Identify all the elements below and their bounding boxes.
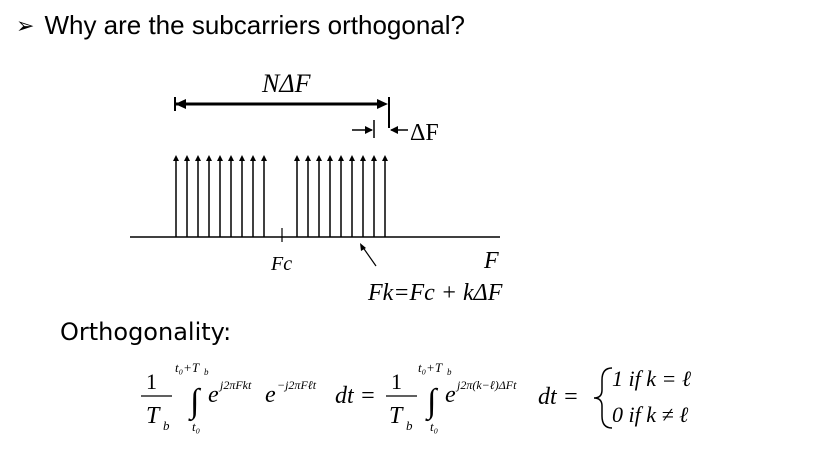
fraction2-numerator: 1: [391, 369, 402, 394]
integral2-sign: ∫: [425, 383, 439, 422]
integral2-upper-limit: t₀+T: [418, 360, 443, 375]
subcarrier-16: [360, 155, 366, 237]
dt-equals-1: dt =: [335, 383, 376, 409]
subcarrier-group-left: [173, 155, 267, 237]
integral2-lower-limit: t₀: [430, 419, 438, 434]
span-arrow-right-head: [377, 99, 388, 109]
subcarrier-13: [327, 155, 333, 237]
subcarrier-4: [206, 155, 212, 237]
orthogonality-equation: 1 T b t₀+T b ∫ t₀ e j2πFkt e −j2πFℓt dt …: [141, 360, 692, 434]
spacing-right-arrowhead: [390, 126, 398, 134]
subcarrier-5: [217, 155, 223, 237]
fk-label: Fk=Fc + kΔF: [367, 280, 503, 306]
orthogonality-label: Orthogonality:: [60, 318, 232, 346]
subcarrier-10: [294, 155, 300, 237]
integral2-upper-limit-sub: b: [447, 367, 452, 377]
integrand3-exponent: j2π(k−ℓ)ΔFt: [455, 378, 517, 392]
fraction1-denominator: T: [146, 403, 161, 429]
fraction1-subscript: b: [163, 418, 170, 433]
integral1-upper-limit: t₀+T: [175, 360, 200, 375]
axis-label: F: [483, 248, 499, 274]
subcarrier-11: [305, 155, 311, 237]
case-not-equal: 0 if k ≠ ℓ: [612, 402, 689, 427]
subcarrier-14: [338, 155, 344, 237]
slide-heading: ➢ Why are the subcarriers orthogonal?: [16, 10, 465, 41]
fraction2-subscript: b: [406, 418, 413, 433]
dt-equals-2: dt =: [538, 384, 579, 410]
spacing-label: ΔF: [410, 120, 439, 146]
fk-pointer-arrowhead: [360, 243, 366, 251]
subcarrier-8: [250, 155, 256, 237]
integrand2-e: e: [265, 382, 276, 408]
slide-title: Why are the subcarriers orthogonal?: [44, 10, 465, 40]
cases-brace: [593, 367, 613, 429]
bullet-arrow-icon: ➢: [16, 12, 35, 38]
integral1-sign: ∫: [188, 383, 202, 422]
integrand1-e: e: [208, 382, 219, 408]
integrand3-e: e: [445, 382, 456, 408]
integrand2-exponent: −j2πFℓt: [277, 378, 317, 392]
subcarrier-6: [228, 155, 234, 237]
integral1-upper-limit-sub: b: [204, 367, 209, 377]
span-label: NΔF: [261, 69, 312, 98]
subcarrier-18: [382, 155, 388, 237]
fraction1-numerator: 1: [146, 369, 157, 394]
fraction2-denominator: T: [389, 403, 404, 429]
spacing-left-arrowhead: [365, 126, 373, 134]
integral1-lower-limit: t₀: [192, 419, 200, 434]
subcarrier-12: [316, 155, 322, 237]
subcarrier-group-right: [294, 155, 388, 237]
subcarrier-2: [184, 155, 190, 237]
subcarrier-17: [371, 155, 377, 237]
fk-pointer-line: [361, 245, 377, 267]
integrand1-exponent: j2πFkt: [218, 378, 252, 392]
center-frequency-label: Fc: [270, 253, 292, 275]
subcarrier-15: [349, 155, 355, 237]
subcarrier-7: [239, 155, 245, 237]
subcarrier-1: [173, 155, 179, 237]
subcarrier-9: [261, 155, 267, 237]
case-equal: 1 if k = ℓ: [612, 366, 692, 391]
subcarrier-3: [195, 155, 201, 237]
span-arrow-left-head: [175, 99, 186, 109]
